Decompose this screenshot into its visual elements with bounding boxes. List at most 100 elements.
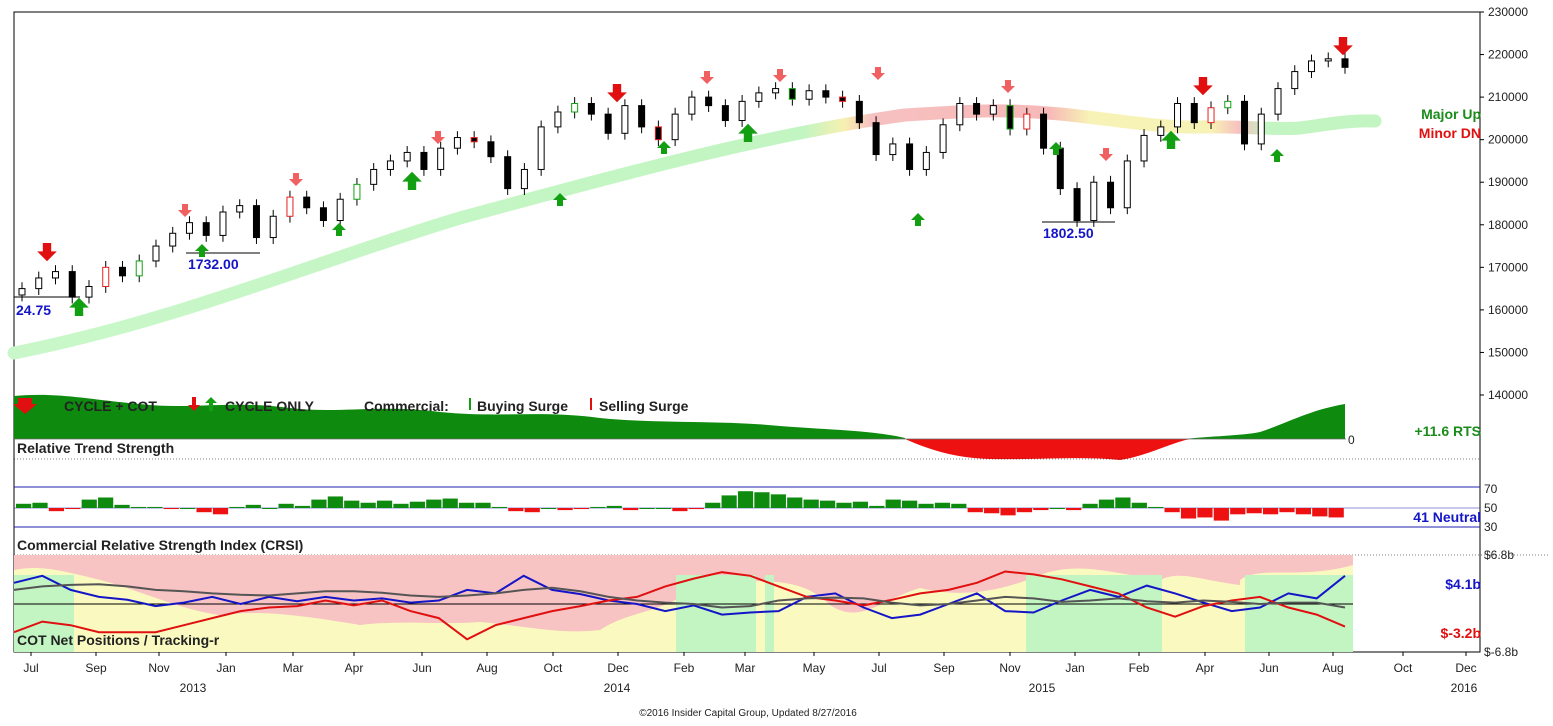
rts-tick-30: 30: [1484, 520, 1498, 534]
candle-body: [822, 90, 830, 98]
month-tick-label: Aug: [476, 661, 497, 675]
rts-bar: [16, 503, 32, 508]
rts-bar: [212, 508, 229, 515]
month-tick-label: Jun: [1259, 661, 1278, 675]
month-tick-label: Oct: [1394, 661, 1413, 675]
candle-body: [420, 151, 428, 170]
rts-bar: [229, 506, 245, 508]
candle-body: [1140, 134, 1148, 162]
candle-body: [303, 196, 311, 209]
buying-surge-icon: [469, 398, 471, 410]
rts-bar: [573, 508, 590, 510]
candle-body: [185, 222, 193, 234]
rts-bar: [869, 505, 885, 508]
candle-body: [939, 124, 947, 153]
month-tick-label: Oct: [544, 661, 563, 675]
rts-bar: [1148, 506, 1164, 508]
sell-arrow-icon: [871, 67, 885, 80]
rts-bar: [885, 499, 901, 508]
rts-bar: [327, 496, 343, 508]
rts-bar: [475, 502, 491, 508]
rts-bar: [426, 499, 442, 508]
candle-body: [336, 198, 344, 222]
rts-bar: [344, 500, 360, 508]
rts-bar: [1295, 508, 1311, 515]
candle-body: [85, 285, 93, 298]
candle-body: [51, 271, 59, 279]
candle-body: [604, 113, 612, 134]
buy-arrow-icon: [657, 141, 671, 154]
month-tick-label: Dec: [1455, 661, 1476, 675]
candle-body: [906, 143, 914, 170]
crsi-lines: [13, 570, 1346, 641]
candle-body: [922, 151, 930, 170]
buy-arrow-icon: [69, 297, 89, 316]
rts-negative-area: [905, 439, 1190, 460]
rts-bar: [81, 499, 97, 508]
price-axis: 230000 220000 210000 200000 190000 180000 1700…: [1480, 5, 1528, 402]
buy-arrow-icon: [1049, 142, 1063, 155]
buy-arrow-icon: [1270, 149, 1284, 162]
sell-arrow-icon: [773, 69, 787, 82]
rts-bar: [721, 495, 737, 508]
candle-body: [989, 105, 997, 115]
sell-arrow-icon: [1193, 77, 1213, 96]
sell-arrow-icon: [37, 243, 57, 262]
month-tick-label: Feb: [674, 661, 695, 675]
candle-body: [973, 102, 981, 115]
rts-bar: [688, 508, 704, 510]
rts-bar: [65, 508, 81, 510]
candle-body: [353, 183, 361, 200]
candle-body: [1023, 113, 1031, 130]
rts-bar: [1098, 499, 1115, 508]
rts-bar: [1328, 508, 1344, 518]
candle-body: [772, 88, 780, 94]
rts-value-label: +11.6 RTS: [1414, 423, 1481, 439]
candle-body: [1224, 100, 1232, 109]
rts-bar: [1000, 508, 1016, 516]
month-tick-label: Mar: [735, 661, 756, 675]
candle-body: [1341, 58, 1349, 68]
month-tick-label: Apr: [1196, 661, 1215, 675]
year-tick-label: 2014: [604, 681, 631, 695]
signal-arrows: [37, 37, 1353, 316]
candle-body: [788, 88, 796, 100]
year-tick-label: 2015: [1029, 681, 1056, 695]
candle-body: [738, 100, 746, 122]
rts-bar: [1164, 508, 1180, 513]
rts-bar: [1246, 508, 1262, 514]
sell-arrow-icon: [1333, 37, 1353, 56]
candle-body: [487, 141, 495, 158]
rts-bar: [1131, 502, 1147, 508]
rts-bar: [442, 498, 458, 508]
legend-cycle-cot: CYCLE + COT: [64, 398, 157, 414]
rts-bar: [48, 508, 65, 512]
price-tick-label: 170000: [1488, 260, 1528, 274]
month-tick-label: Sep: [933, 661, 955, 675]
candle-body: [520, 168, 528, 190]
rts-bar: [311, 499, 327, 508]
rts-bar: [541, 508, 557, 509]
candle-body: [839, 96, 847, 102]
price-annotation-1: 24.75: [16, 302, 51, 318]
candle-body: [236, 205, 244, 213]
sell-arrow-icon: [289, 173, 303, 186]
candle-body: [269, 215, 277, 239]
rts-bar: [1262, 508, 1279, 515]
candle-body: [1107, 181, 1115, 209]
selling-surge-icon: [590, 398, 592, 410]
candle-body: [18, 288, 26, 296]
rts-neutral-label: 41 Neutral: [1413, 509, 1481, 525]
sell-arrow-icon: [700, 71, 714, 84]
rts-bar: [163, 508, 179, 510]
crsi-zone-green: [765, 575, 774, 652]
candle-body: [102, 266, 110, 287]
buy-arrow-icon: [402, 171, 422, 190]
candle-body: [1324, 58, 1332, 62]
buy-arrow-icon: [911, 213, 925, 226]
rts-positive-area-2: [1185, 404, 1345, 439]
rts-bar: [1049, 508, 1065, 509]
rts-bar: [130, 506, 147, 508]
candle-body: [1241, 100, 1249, 145]
rts-bar: [672, 508, 688, 512]
